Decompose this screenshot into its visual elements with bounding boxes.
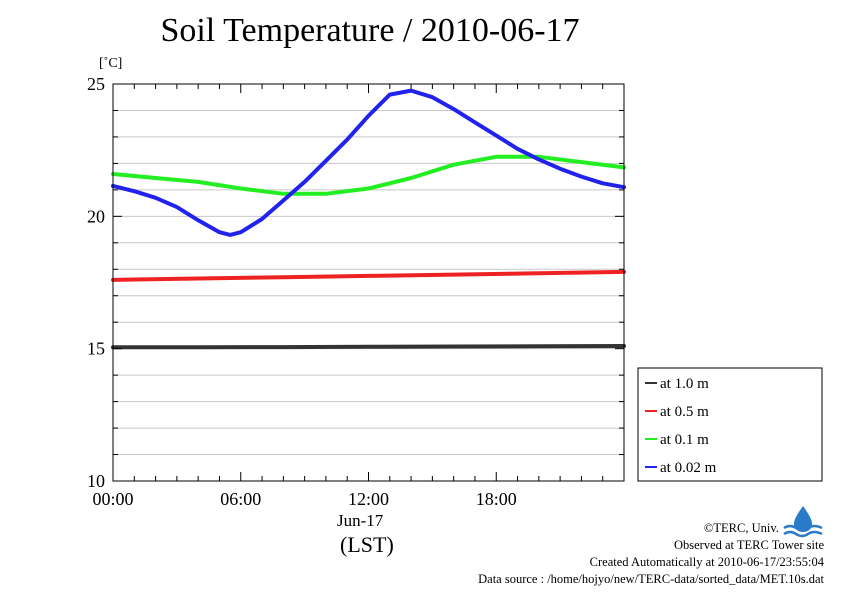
- plot-frame: [112, 83, 625, 482]
- series-line: [111, 154, 626, 196]
- x-tick-label: 06:00: [220, 489, 261, 509]
- x-tick-label: 18:00: [476, 489, 517, 509]
- y-tick-label: 15: [87, 339, 105, 359]
- created-time-text: Created Automatically at 2010-06-17/23:5…: [589, 555, 824, 569]
- x-tick-label: 00:00: [92, 489, 133, 509]
- copyright-text: ©TERC, Univ. Tsukuba: [703, 521, 824, 535]
- y-tick-label: 10: [87, 471, 105, 491]
- observation-site-text: Observed at TERC Tower site: [673, 538, 824, 552]
- y-tick-label: 25: [87, 74, 105, 94]
- x-axis-label: (LST): [340, 532, 394, 557]
- x-axis-date-label: Jun-17: [337, 511, 384, 530]
- terc-logo: [782, 504, 824, 540]
- legend-label: at 1.0 m: [660, 376, 709, 392]
- data-source-text: Data source : /home/hojyo/new/TERC-data/…: [478, 572, 824, 586]
- y-tick-label: 20: [87, 206, 105, 226]
- series-line: [111, 344, 626, 350]
- chart-title: Soil Temperature / 2010-06-17: [160, 12, 580, 49]
- legend-label: at 0.02 m: [660, 460, 717, 476]
- legend-label: at 0.5 m: [660, 404, 709, 420]
- y-axis-unit-label: [˚C]: [99, 56, 123, 71]
- legend-box: [637, 367, 823, 482]
- legend-label: at 0.1 m: [660, 432, 709, 448]
- credits-block: ©TERC, Univ. Tsukuba Observed at TERC To…: [478, 520, 824, 588]
- series-line: [111, 269, 626, 282]
- series-line: [111, 88, 626, 237]
- x-tick-label: 12:00: [348, 489, 389, 509]
